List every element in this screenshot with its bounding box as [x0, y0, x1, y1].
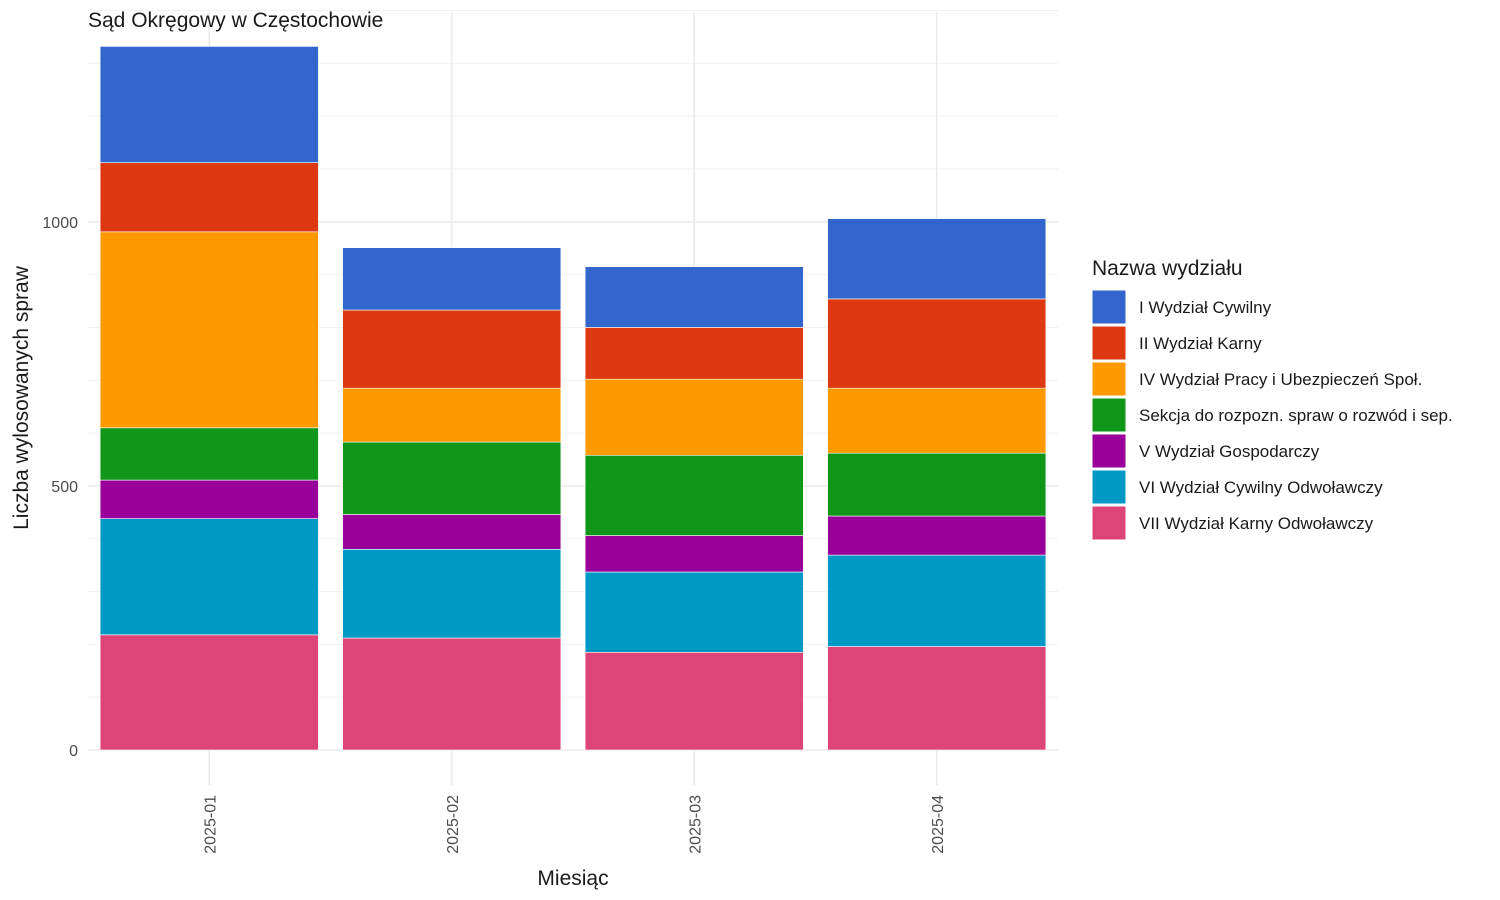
legend-swatch [1091, 325, 1127, 361]
bar-segment: IV Wydział Pracy i Ubezpieczeń Społ.: 12… [827, 387, 1047, 454]
legend-swatch [1091, 397, 1127, 433]
y-tick-label: 0 [69, 743, 78, 760]
bar-segment: V Wydział Gospodarczy: 74 [827, 515, 1047, 556]
x-axis-title: Miesiąc [537, 867, 608, 890]
bar-segment: Sekcja do rozpozn. spraw o rozwód i sep.… [342, 441, 562, 515]
legend-title: Nazwa wydziału [1092, 257, 1243, 280]
bar-segment: VI Wydział Cywilny Odwoławczy: 168 [342, 548, 562, 639]
bar-segment: IV Wydział Pracy i Ubezpieczeń Społ.: 10… [342, 387, 562, 443]
bar-segment: VII Wydział Karny Odwoławczy: 218 [99, 634, 319, 751]
legend: Nazwa wydziału I Wydział Cywilny II Wydzi… [1091, 257, 1453, 541]
bar-segment: VII Wydział Karny Odwoławczy: 185 [584, 651, 804, 751]
y-tick-label: 1000 [42, 215, 78, 232]
legend-swatch [1091, 433, 1127, 469]
bar-segment: VI Wydział Cywilny Odwoławczy: 152 [584, 571, 804, 653]
legend-swatch [1091, 289, 1127, 325]
bar-segment: II Wydział Karny: 169 [827, 298, 1047, 389]
y-axis-title: Liczba wylosowanych spraw [10, 265, 33, 530]
bar-segment: VI Wydział Cywilny Odwoławczy: 220 [99, 518, 319, 636]
axes-layer: 0 500 1000 2025-01 2025-02 2025-03 2025-04 [42, 215, 946, 854]
x-tick-label: 2025-04 [930, 795, 947, 854]
bar-segment: V Wydział Gospodarczy: 69 [584, 535, 804, 573]
bar-segment: I Wydział Cywilny: 115 [584, 266, 804, 328]
bar-segment: Sekcja do rozpozn. spraw o rozwód i sep.… [584, 454, 804, 536]
legend-label: IV Wydział Pracy i Ubezpieczeń Społ. [1139, 370, 1422, 389]
legend-swatch [1091, 361, 1127, 397]
bar-segment: II Wydział Karny: 98 [584, 327, 804, 380]
bar-segment: VII Wydział Karny Odwoławczy: 212 [342, 637, 562, 751]
legend-label: Sekcja do rozpozn. spraw o rozwód i sep. [1139, 406, 1453, 425]
legend-label: V Wydział Gospodarczy [1139, 442, 1320, 461]
bar-segment: II Wydział Karny: 148 [342, 309, 562, 389]
legend-items: I Wydział Cywilny II Wydział Karny IV Wydz… [1091, 289, 1453, 541]
bar-segment: VII Wydział Karny Odwoławczy: 196 [827, 646, 1047, 751]
x-tick-label: 2025-02 [445, 795, 462, 854]
legend-label: I Wydział Cywilny [1139, 298, 1272, 317]
legend-label: VI Wydział Cywilny Odwoławczy [1139, 478, 1383, 497]
bar-segment: IV Wydział Pracy i Ubezpieczeń Społ.: 37… [99, 231, 319, 429]
x-tick-label: 2025-03 [687, 795, 704, 854]
legend-label: II Wydział Karny [1139, 334, 1262, 353]
legend-swatch [1091, 469, 1127, 505]
bar-segment: Sekcja do rozpozn. spraw o rozwód i sep.… [99, 427, 319, 481]
x-tick-label: 2025-01 [202, 795, 219, 854]
bar-segment: I Wydział Cywilny: 152 [827, 218, 1047, 300]
bar-segment: II Wydział Karny: 131 [99, 162, 319, 233]
bars-layer: VII Wydział Karny Odwoławczy: 218VI Wydz… [99, 46, 1047, 751]
y-tick-label: 500 [51, 479, 78, 496]
legend-swatch [1091, 505, 1127, 541]
bar-segment: I Wydział Cywilny: 118 [342, 247, 562, 311]
bar-segment: V Wydział Gospodarczy: 66 [342, 514, 562, 550]
bar-segment: I Wydział Cywilny: 220 [99, 46, 319, 163]
bar-segment: Sekcja do rozpozn. spraw o rozwód i sep.… [827, 452, 1047, 517]
bar-segment: IV Wydział Pracy i Ubezpieczeń Społ.: 14… [584, 378, 804, 456]
bar-segment: VI Wydział Cywilny Odwoławczy: 173 [827, 554, 1047, 647]
bar-segment: V Wydział Gospodarczy: 73 [99, 479, 319, 519]
legend-label: VII Wydział Karny Odwoławczy [1139, 514, 1374, 533]
chart-title: Sąd Okręgowy w Częstochowie [88, 9, 383, 32]
